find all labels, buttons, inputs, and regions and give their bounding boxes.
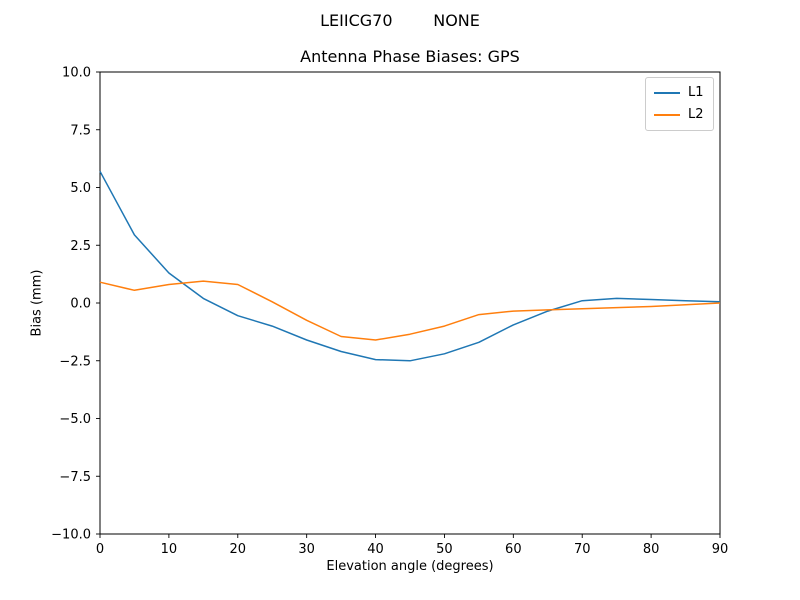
x-tick-label: 50 xyxy=(436,542,453,557)
l2-line-swatch xyxy=(654,113,680,117)
series-line-l1 xyxy=(99,170,721,362)
legend-item-l1: L1 xyxy=(654,85,706,101)
y-tick-label: 2.5 xyxy=(70,239,91,254)
y-tick-label: −7.5 xyxy=(59,470,91,485)
x-axis-ticks: 0 10 20 30 40 50 60 70 80 90 xyxy=(96,534,728,557)
y-tick-label: −2.5 xyxy=(59,354,91,369)
y-axis-ticks: 10.0 7.5 5.0 2.5 0.0 −2.5 −5.0 −7.5 −10.0 xyxy=(51,66,100,543)
legend-item-l2: L2 xyxy=(654,107,706,123)
data-series xyxy=(99,170,721,362)
l1-line-swatch xyxy=(654,91,680,95)
x-tick-label: 90 xyxy=(712,542,729,557)
axes-spines xyxy=(99,71,721,535)
y-tick-label: 7.5 xyxy=(70,123,91,138)
x-tick-label: 60 xyxy=(505,542,522,557)
y-tick-label: 10.0 xyxy=(62,66,91,81)
x-tick-label: 20 xyxy=(230,542,247,557)
x-tick-label: 30 xyxy=(298,542,315,557)
y-tick-label: −5.0 xyxy=(59,412,91,427)
legend-label-l1: L1 xyxy=(688,85,704,100)
y-axis-label: Bias (mm) xyxy=(29,269,45,337)
x-tick-label: 70 xyxy=(574,542,591,557)
x-axis-label: Elevation angle (degrees) xyxy=(326,559,494,574)
legend: L1 L2 xyxy=(645,77,714,131)
series-line-l2 xyxy=(99,280,721,341)
x-tick-label: 10 xyxy=(161,542,178,557)
x-tick-label: 40 xyxy=(367,542,384,557)
y-tick-label: 0.0 xyxy=(70,297,91,312)
x-tick-label: 80 xyxy=(643,542,660,557)
legend-label-l2: L2 xyxy=(688,107,704,122)
y-tick-label: −10.0 xyxy=(51,528,91,543)
y-tick-label: 5.0 xyxy=(70,181,91,196)
figure-suptitle: LEIICG70 NONE xyxy=(320,11,480,30)
x-tick-label: 0 xyxy=(96,542,104,557)
axes-title: Antenna Phase Biases: GPS xyxy=(300,47,520,66)
